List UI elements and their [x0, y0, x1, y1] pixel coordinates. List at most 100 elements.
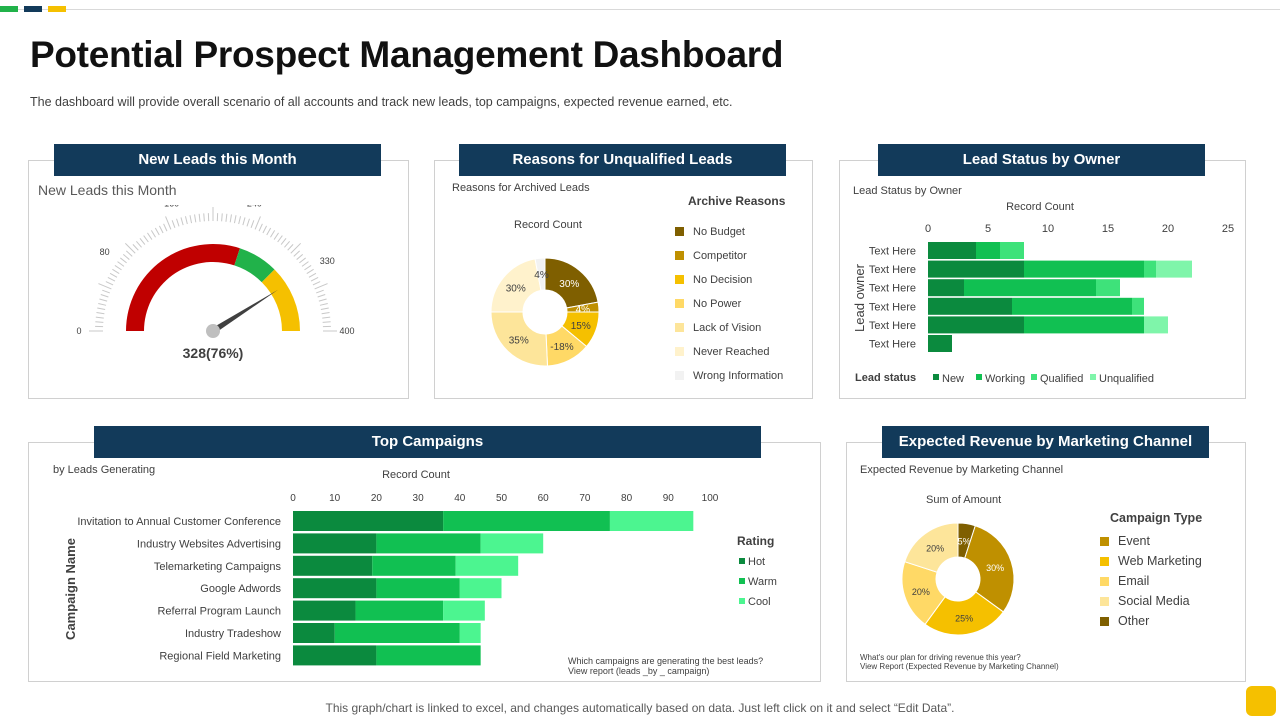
legend-item-wrong-information: Wrong Information: [675, 370, 783, 382]
campaigns-bar-chart: Record Count 0 10 20 30 40 50 60 70 80 90 100 Invita…: [63, 469, 777, 666]
x-tick-label: 40: [454, 493, 466, 504]
legend-label-working: Working: [985, 373, 1025, 385]
lead-status-bar-chart: Record Count 0 5 10 15 20 25 Text Here Text Here…: [852, 201, 1234, 385]
category-label: Text Here: [869, 246, 916, 258]
bar-new: [928, 242, 976, 259]
legend-item-lack-of-vision: Lack of Vision: [675, 322, 761, 334]
legend-item-no-budget: No Budget: [675, 226, 745, 238]
legend-label: Other: [1118, 614, 1150, 628]
gauge-tick: [194, 214, 197, 223]
x-tick-label: 60: [538, 493, 550, 504]
bar-working: [1024, 260, 1144, 278]
gauge-tick: [163, 223, 168, 232]
bar-warm: [376, 645, 481, 666]
gauge-tick: [284, 240, 291, 248]
legend-item-competitor: Competitor: [675, 250, 747, 262]
bar-qualified: [1132, 297, 1144, 315]
gauge-tick-label: 330: [320, 256, 335, 266]
campaigns-chart-title: by Leads Generating: [53, 464, 156, 476]
gauge-tick: [180, 217, 184, 226]
bar-hot: [293, 623, 335, 643]
gauge-tick-label: 400: [339, 326, 354, 336]
bar-cool: [480, 533, 544, 554]
gauge-tick-label: 80: [100, 247, 110, 257]
legend-label-unqualified: Unqualified: [1099, 373, 1154, 385]
gauge-tick: [229, 214, 232, 223]
legend-label: Event: [1118, 534, 1150, 548]
legend-item-no-decision: No Decision: [675, 274, 752, 286]
chart-subtitle: Record Count: [382, 469, 450, 481]
bar-warm: [372, 555, 456, 576]
revenue-title: Expected Revenue by Marketing Channel: [882, 426, 1209, 458]
x-tick-label: 100: [702, 493, 719, 504]
gauge-tick: [143, 235, 149, 243]
x-tick-label: 20: [371, 493, 383, 504]
gauge-tick: [254, 216, 261, 230]
bar-hot: [293, 555, 373, 576]
revenue-note-line2[interactable]: View Report (Expected Revenue by Marketi…: [860, 662, 1059, 671]
gauge-tick: [270, 230, 276, 238]
bar-warm: [443, 511, 610, 531]
gauge-tick: [147, 232, 153, 240]
bar-qualified: [1144, 260, 1156, 278]
gauge-tick: [124, 242, 136, 254]
legend-label: Wrong Information: [693, 370, 784, 382]
gauge-tick: [242, 217, 246, 226]
gauge-tick: [198, 213, 201, 222]
new-leads-title: New Leads this Month: [54, 144, 381, 176]
x-tick-label: 90: [663, 493, 675, 504]
x-tick-label: 50: [496, 493, 508, 504]
gauge-tick: [98, 283, 112, 290]
slice-label-no-decision: 15%: [571, 321, 591, 332]
gauge-tick: [176, 218, 180, 227]
gauge-tick: [280, 238, 287, 245]
gauge-tick: [150, 230, 156, 238]
slice-label-competitor: 4%: [576, 304, 591, 315]
bar-cool: [459, 578, 502, 599]
bar-unqualified: [1156, 260, 1192, 278]
gauge-tick: [250, 220, 255, 228]
x-tick-label: 15: [1102, 223, 1114, 235]
slice-wrong-information: [534, 257, 546, 291]
bar-qualified: [1000, 242, 1024, 259]
category-label: Referral Program Launch: [157, 606, 281, 618]
slice-no-budget: [544, 257, 599, 309]
gauge-tick: [221, 213, 223, 222]
legend-swatch: [675, 299, 684, 308]
gauge-tick: [105, 281, 114, 286]
legend-label: Lack of Vision: [693, 322, 762, 334]
bar-hot: [293, 511, 444, 531]
gauge-tick: [95, 321, 104, 323]
gauge-tick: [117, 261, 125, 267]
gauge-tick: [320, 307, 329, 311]
gauge-tick: [312, 281, 321, 286]
gauge-tick: [266, 227, 272, 236]
gauge-tick: [189, 215, 193, 224]
legend-swatch: [675, 227, 684, 236]
corner-badge: [1246, 686, 1276, 716]
x-tick-label: 5: [985, 223, 991, 235]
legend-swatch-warm: [739, 578, 745, 584]
gauge-tick: [109, 272, 118, 278]
slice-label-lack-of-vision: 35%: [509, 335, 529, 346]
bar-cool: [609, 511, 694, 531]
legend-swatch-new: [933, 374, 939, 380]
campaigns-note-line2[interactable]: View report (leads _by _ campaign): [568, 666, 710, 676]
gauge-band-1: [234, 248, 275, 283]
legend-label: Never Reached: [693, 346, 770, 358]
unqualified-title: Reasons for Unqualified Leads: [459, 144, 786, 176]
gauge-tick: [238, 216, 242, 225]
gauge-tick: [122, 253, 130, 260]
gauge-tick: [301, 261, 309, 267]
bar-cool: [455, 555, 519, 576]
bar-working: [1024, 316, 1144, 334]
legend-label-cool: Cool: [748, 596, 771, 608]
legend-label: Email: [1118, 574, 1150, 588]
gauge-tick: [317, 294, 326, 298]
gauge-value-label: 328(76%): [183, 345, 244, 361]
bar-hot: [293, 533, 377, 554]
category-label: Google Adwords: [200, 583, 281, 595]
bar-working: [1012, 297, 1132, 315]
legend-title: Lead status: [855, 372, 916, 384]
gauge-tick: [321, 312, 330, 315]
